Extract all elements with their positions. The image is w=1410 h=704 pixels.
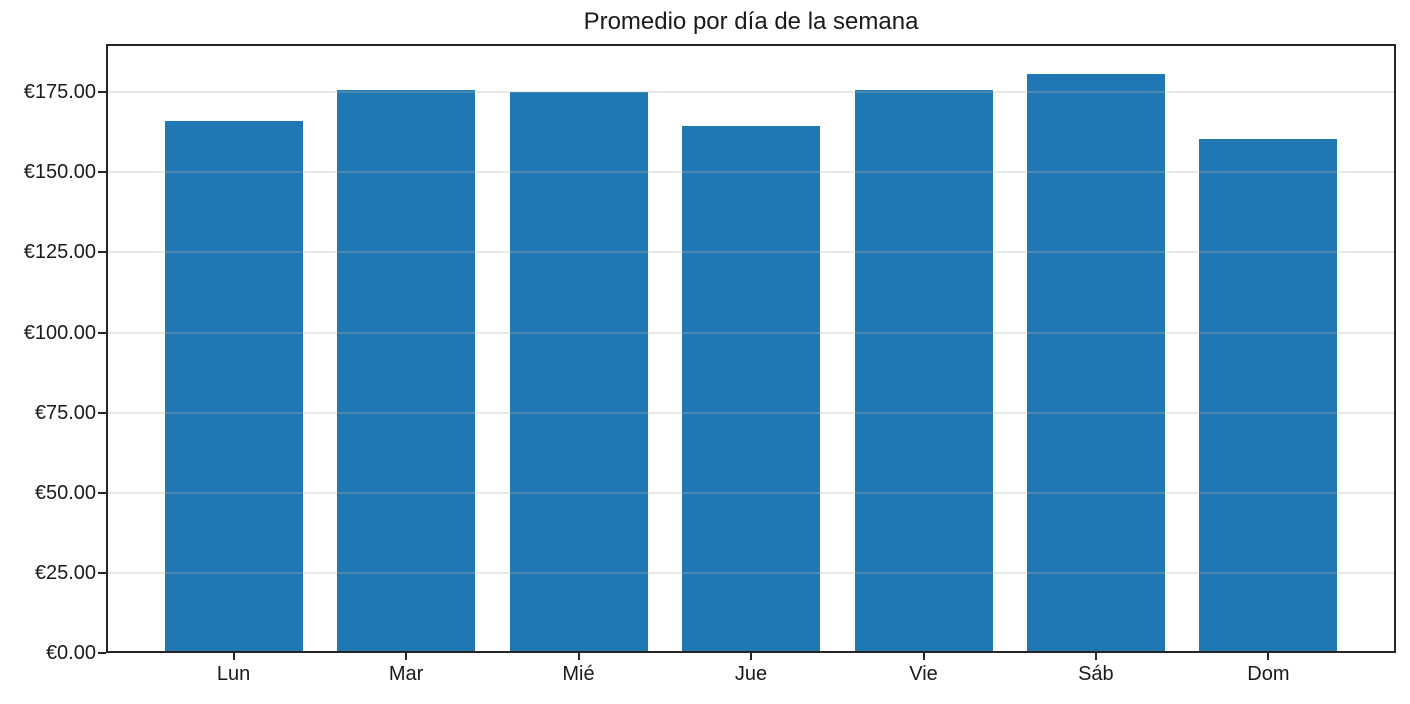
bar-jue (682, 126, 820, 653)
bar-sab (1026, 73, 1165, 653)
x-tick-mark (405, 653, 408, 660)
y-tick-label: €25.00 (34, 561, 96, 584)
x-tick-label-sab: Sáb (1078, 663, 1114, 685)
y-tick-label: €100.00 (23, 321, 96, 344)
y-tick-label: €50.00 (34, 481, 96, 504)
x-tick-label-dom: Dom (1247, 663, 1290, 685)
y-gridline (106, 491, 1396, 494)
y-tick-mark (98, 652, 106, 654)
bar-dom (1199, 138, 1338, 653)
plot-area (106, 44, 1396, 653)
x-tick-mark (577, 653, 580, 660)
y-tick-label: €0.00 (45, 642, 96, 664)
x-tick-label-vie: Vie (909, 663, 938, 685)
bar-mie (509, 92, 648, 653)
y-gridline (106, 331, 1396, 334)
y-tick-mark (98, 251, 106, 254)
y-gridline (106, 91, 1396, 94)
y-tick-mark (98, 171, 106, 174)
bar-vie (854, 89, 993, 653)
y-gridline (106, 251, 1396, 254)
y-tick-label: €125.00 (23, 241, 96, 264)
x-tick-mark (750, 653, 752, 660)
x-tick-label-mar: Mar (388, 663, 424, 685)
bar-lun (164, 120, 303, 653)
y-tick-label: €150.00 (23, 161, 96, 184)
x-tick-mark (1267, 653, 1270, 660)
y-tick-label: €175.00 (23, 81, 96, 104)
x-tick-mark (922, 653, 925, 660)
y-tick-mark (98, 491, 106, 494)
bar-mar (337, 90, 476, 653)
y-gridline (106, 411, 1396, 414)
y-gridline (106, 571, 1396, 574)
x-tick-label-jue: Jue (734, 663, 768, 685)
y-tick-mark (98, 411, 106, 414)
y-gridline (106, 171, 1396, 174)
y-tick-label: €75.00 (34, 401, 96, 424)
x-tick-mark (232, 653, 235, 660)
x-tick-label-lun: Lun (216, 663, 251, 685)
chart-title: Promedio por día de la semana (583, 8, 919, 35)
x-tick-label-mie: Mié (562, 663, 595, 685)
y-tick-mark (98, 331, 106, 334)
y-tick-mark (98, 91, 106, 94)
x-tick-mark (1094, 653, 1097, 660)
y-tick-mark (98, 571, 106, 574)
